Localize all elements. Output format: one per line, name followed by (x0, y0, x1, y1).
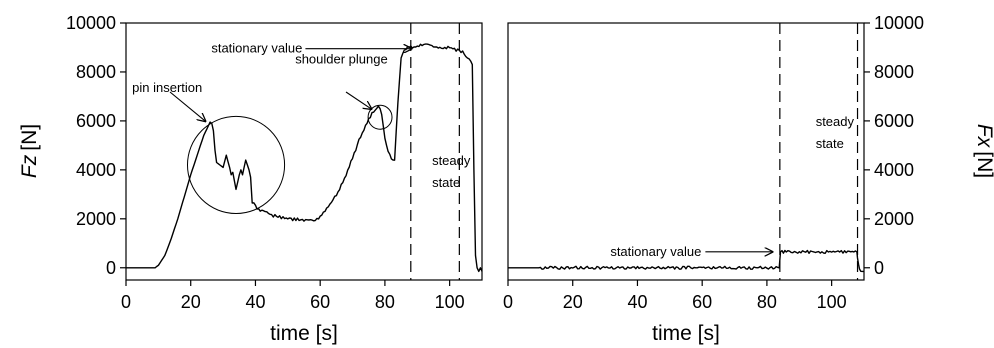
right-annotation-0: stationary value (610, 244, 701, 259)
left-y-axis-var: Fz (18, 154, 41, 178)
left-y-tick-label-2: 4000 (76, 160, 116, 180)
left-x-tick-label-4: 80 (375, 292, 395, 312)
right-y-tick-label-1: 2000 (874, 209, 914, 229)
right-plot-frame (507, 22, 865, 281)
left-y-tick-label-1: 2000 (76, 209, 116, 229)
right-y-tick-label-5: 10000 (874, 13, 924, 33)
right-x-tick-label-2: 40 (627, 292, 647, 312)
right-y-tick-label-2: 4000 (874, 160, 914, 180)
left-x-axis-title: time [s] (270, 322, 338, 345)
left-y-tick-label-4: 8000 (76, 62, 116, 82)
left-plot-frame (125, 22, 483, 281)
left-annotation-arrow-0 (169, 91, 206, 122)
left-y-tick-label-0: 0 (106, 258, 116, 278)
right-series-line (508, 249, 864, 273)
right-y-tick-label-3: 6000 (874, 111, 914, 131)
left-annotation-arrow-1 (345, 91, 372, 110)
left-series-line (126, 43, 483, 273)
left-x-tick-label-1: 20 (181, 292, 201, 312)
left-y-tick-label-5: 10000 (66, 13, 116, 33)
right-x-axis-title: time [s] (652, 322, 720, 345)
left-y-tick-label-3: 6000 (76, 111, 116, 131)
right-annotation-1: steady (816, 114, 855, 129)
right-x-tick-label-0: 0 (503, 292, 513, 312)
left-annotation-0: pin insertion (132, 80, 202, 95)
right-x-tick-label-5: 100 (817, 292, 847, 312)
right-panel: stationary value steady state 0 20 40 60 80 100… (503, 13, 994, 345)
left-annotation-1: shoulder plunge (295, 52, 388, 67)
left-x-tick-label-3: 60 (310, 292, 330, 312)
right-y-tick-label-0: 0 (874, 258, 884, 278)
right-x-tick-label-4: 80 (757, 292, 777, 312)
right-annotation-2: state (816, 136, 844, 151)
right-y-axis-title: Fx[N] (973, 124, 994, 178)
right-x-tick-label-3: 60 (692, 292, 712, 312)
left-highlight-circle-0 (186, 115, 286, 215)
right-ticks: 0 20 40 60 80 100 0 2000 4000 6000 8000 10000 (503, 13, 924, 312)
left-highlight-circle-1 (367, 104, 393, 130)
right-y-axis-var: Fx (973, 124, 994, 149)
left-x-tick-label-2: 40 (245, 292, 265, 312)
right-plot-marks: stationary value steady state (508, 23, 864, 280)
left-annotation-2: stationary value (211, 41, 302, 56)
left-y-axis-unit: [N] (18, 124, 41, 151)
left-annotation-3: steady (432, 153, 471, 168)
left-x-tick-label-0: 0 (121, 292, 131, 312)
left-annotation-4: state (432, 175, 460, 190)
left-y-axis-title: Fz [N] (18, 124, 41, 178)
left-ticks: 0 20 40 60 80 100 0 2000 4000 6000 8000 10000 (66, 13, 465, 312)
right-y-tick-label-4: 8000 (874, 62, 914, 82)
right-x-tick-label-1: 20 (563, 292, 583, 312)
left-x-tick-label-5: 100 (435, 292, 465, 312)
right-y-axis-unit: [N] (973, 151, 994, 178)
